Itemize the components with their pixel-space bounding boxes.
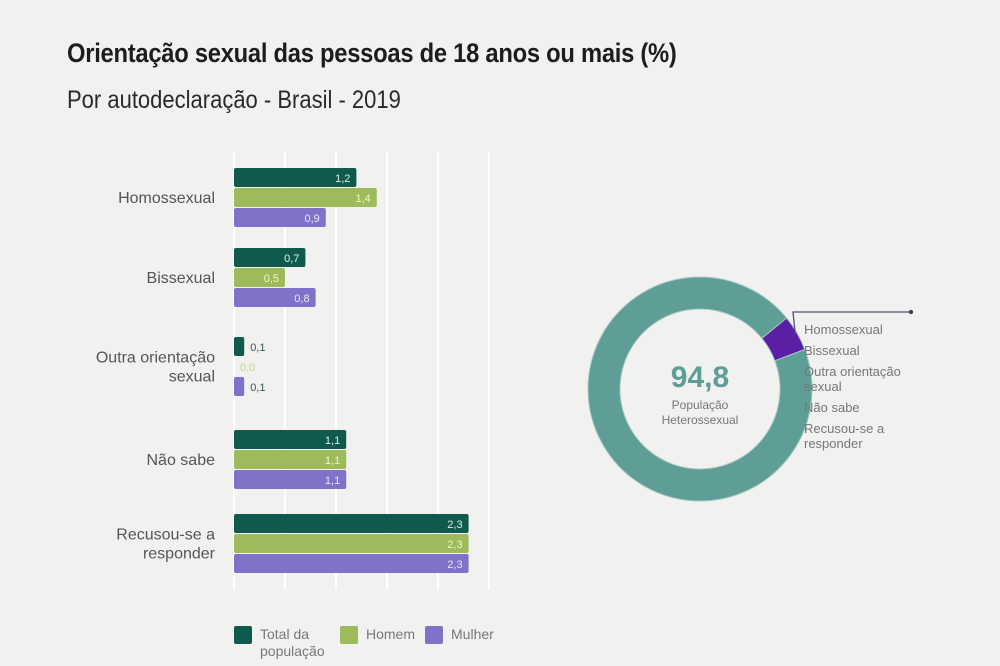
category-label: Bissexual	[147, 270, 215, 287]
legend-swatch-mulher	[425, 626, 444, 644]
legend-swatch-total	[234, 626, 252, 644]
legend-swatch-homem	[340, 626, 358, 644]
category-label: Outra orientação	[96, 350, 215, 367]
category-label: sexual	[169, 369, 215, 386]
legend-item-mulher: Mulher	[425, 626, 494, 660]
bar-value-label: 0,1	[250, 382, 265, 394]
bar	[234, 554, 469, 573]
bar-value-label: 1,1	[325, 435, 340, 447]
bar-value-label: 1,2	[335, 173, 350, 185]
bar-value-label: 0,8	[294, 293, 309, 305]
bar	[234, 188, 377, 207]
bar-value-label: 0,7	[284, 253, 299, 265]
bar	[234, 470, 347, 489]
bar-value-label: 2,3	[447, 539, 462, 551]
bar	[234, 208, 326, 227]
donut-legend-item: Não sabe	[804, 400, 860, 415]
donut-legend-item: Bissexual	[804, 343, 860, 358]
bar-value-label: 1,1	[325, 475, 340, 487]
bar-value-label: 2,3	[447, 559, 462, 571]
donut-legend-item: Recusou-se a responder	[804, 421, 885, 451]
donut-center-label: População	[672, 398, 729, 412]
bar-value-label: 0,1	[250, 342, 265, 354]
donut-legend: Homossexual Bissexual Outra orientação sexu…	[804, 322, 901, 457]
donut-center-value: 94,8	[671, 361, 729, 394]
bar	[234, 377, 245, 396]
donut-legend-item: Outra orientação sexual	[804, 364, 901, 394]
legend-item-total: Total da população	[234, 626, 330, 660]
category-label: responder	[143, 546, 216, 563]
bar-value-label: 2,3	[447, 519, 462, 531]
bar	[234, 168, 357, 187]
bar-legend: Total da população Homem Mulher	[234, 626, 494, 660]
bar-value-label: 0,9	[305, 213, 320, 225]
leader-dot	[909, 310, 913, 314]
bar-value-label: 1,4	[356, 193, 371, 205]
bar	[234, 534, 469, 553]
bar-value-label: 0,0	[240, 362, 255, 374]
category-label: Recusou-se a	[116, 527, 215, 544]
bar	[234, 288, 316, 307]
legend-label-homem: Homem	[366, 626, 416, 642]
bar-value-label: 0,5	[264, 273, 279, 285]
legend-label-total: Total da população	[260, 626, 325, 659]
bar	[234, 514, 469, 533]
donut-legend-item: Homossexual	[804, 322, 883, 337]
legend-item-homem: Homem	[340, 626, 415, 660]
bar	[234, 337, 245, 356]
category-label: Homossexual	[118, 190, 215, 207]
chart-subtitle: Por autodeclaração - Brasil - 2019	[67, 86, 401, 114]
bar	[234, 248, 306, 267]
bar	[234, 430, 347, 449]
legend-label-mulher: Mulher	[451, 626, 494, 642]
donut-center-label: Heterossexual	[662, 413, 739, 427]
category-label: Não sabe	[147, 452, 216, 469]
leader-line	[792, 311, 911, 335]
bar	[234, 268, 285, 287]
bar	[234, 450, 347, 469]
chart-title: Orientação sexual das pessoas de 18 anos…	[67, 38, 677, 68]
donut-slice	[587, 276, 813, 502]
bar-value-label: 1,1	[325, 455, 340, 467]
